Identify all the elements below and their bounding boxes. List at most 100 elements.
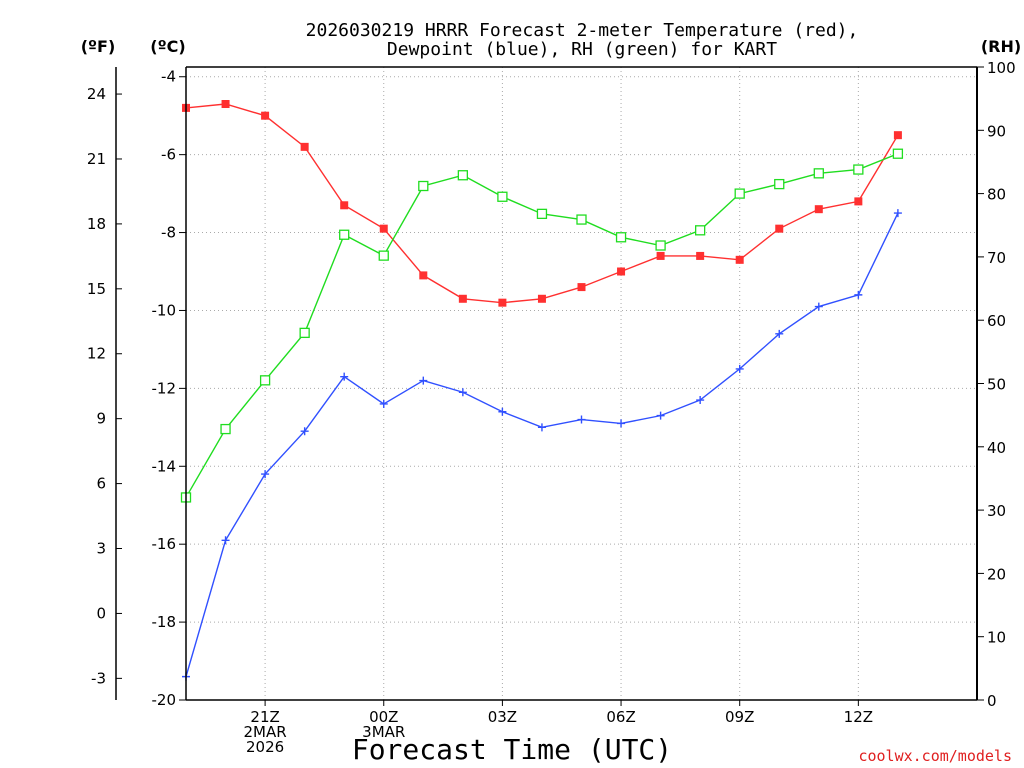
temperature-point [696,251,705,260]
rh-point [615,232,627,243]
fahrenheit-tick-label: -3 [91,669,106,687]
temperature-point [775,224,784,233]
rh-tick-label: 60 [987,312,1006,330]
series-temperature [182,100,902,307]
rh-point [813,168,824,179]
x-tick-label: 21Z [250,708,279,726]
celsius-tick-label: -6 [161,146,176,164]
x-tick-label: 12Z [844,708,873,726]
temperature-point [419,271,428,280]
rh-point [378,250,389,261]
fahrenheit-tick-label: 6 [96,475,106,493]
temperature-point [261,111,270,120]
celsius-unit-label: (ºC) [150,37,185,56]
rh-tick-label: 100 [987,59,1016,77]
dewpoint-point [261,470,270,479]
chart-title-line-1: 2026030219 HRRR Forecast 2-meter Tempera… [306,20,859,41]
celsius-tick-label: -20 [152,691,177,709]
fahrenheit-tick-label: 0 [96,604,106,622]
dewpoint-point [854,290,863,299]
rh-point [418,180,429,192]
celsius-tick-label: -10 [152,301,177,319]
dewpoint-point [735,364,744,373]
series-rh [180,148,904,503]
fahrenheit-tick-label: 3 [96,540,106,558]
x-tick-label: 06Z [606,708,635,726]
rh-point [299,327,310,339]
dewpoint-point [221,536,230,545]
rh-tick-label: 0 [987,692,997,710]
rh-point [220,423,231,435]
dewpoint-point [617,419,626,428]
temperature-point [379,224,388,233]
dewpoint-point [893,209,902,218]
dewpoint-point [577,415,586,424]
temperature-point [537,294,546,303]
dewpoint-point [458,388,467,397]
dewpoint-point [656,411,665,420]
temperature-point [300,142,309,151]
x-tick-label: 03Z [488,708,517,726]
temperature-point [854,197,863,206]
temperature-point [577,283,586,292]
x-tick-label: 2026 [246,738,284,756]
fahrenheit-tick-label: 18 [87,215,106,233]
celsius-tick-label: -16 [152,535,177,553]
rh-point [695,225,706,236]
x-tick-label: 2MAR [244,723,287,741]
rh-tick-label: 30 [987,502,1006,520]
dewpoint-point [814,302,823,311]
dewpoint-point [696,396,705,405]
celsius-tick-label: -8 [161,224,176,242]
temperature-point [617,267,626,276]
x-tick-label: 3MAR [362,723,405,741]
series-layer [180,100,904,681]
temperature-point [458,294,467,303]
rh-unit-label: (RH) [981,37,1021,56]
dewpoint-point [340,372,349,381]
fahrenheit-tick-label: 21 [87,150,106,168]
dewpoint-point [775,329,784,338]
series-dewpoint [182,209,902,681]
celsius-tick-label: -14 [152,457,177,475]
rh-tick-label: 80 [987,186,1006,204]
temperature-point [735,255,744,264]
temperature-point [221,100,230,109]
rh-point [536,208,548,220]
rh-point [339,229,350,240]
rh-point [734,188,745,199]
celsius-tick-label: -12 [152,379,177,397]
temperature-point [893,131,902,140]
rh-point [259,375,271,386]
rh-point [576,214,587,225]
fahrenheit-unit-label: (ºF) [81,37,116,56]
rh-tick-label: 20 [987,565,1006,583]
temperature-point [814,205,823,214]
x-axis-title: Forecast Time (UTC) [352,733,672,766]
rh-point [497,191,508,202]
grid-lines [186,67,977,700]
fahrenheit-tick-label: 24 [87,85,106,103]
fahrenheit-tick-label: 15 [87,280,106,298]
temperature-point [656,251,665,260]
chart-title-line-2: Dewpoint (blue), RH (green) for KART [387,39,777,60]
credit-text: coolwx.com/models [858,747,1012,765]
dewpoint-point [379,399,388,408]
temperature-line [185,103,899,304]
rh-point [853,164,864,175]
rh-tick-label: 90 [987,122,1006,140]
celsius-tick-label: -18 [152,613,177,631]
x-tick-label: 00Z [369,708,398,726]
celsius-tick-label: -4 [161,68,176,86]
rh-point [457,170,469,181]
fahrenheit-tick-label: 9 [96,410,106,428]
axes: -4-6-8-10-12-14-16-18-2024211815129630-3… [87,59,1016,756]
dewpoint-point [300,427,309,436]
rh-point [892,148,904,159]
dewpoint-point [537,423,546,432]
rh-tick-label: 10 [987,629,1006,647]
rh-tick-label: 70 [987,249,1006,267]
temperature-point [340,201,349,210]
rh-point [655,240,666,251]
